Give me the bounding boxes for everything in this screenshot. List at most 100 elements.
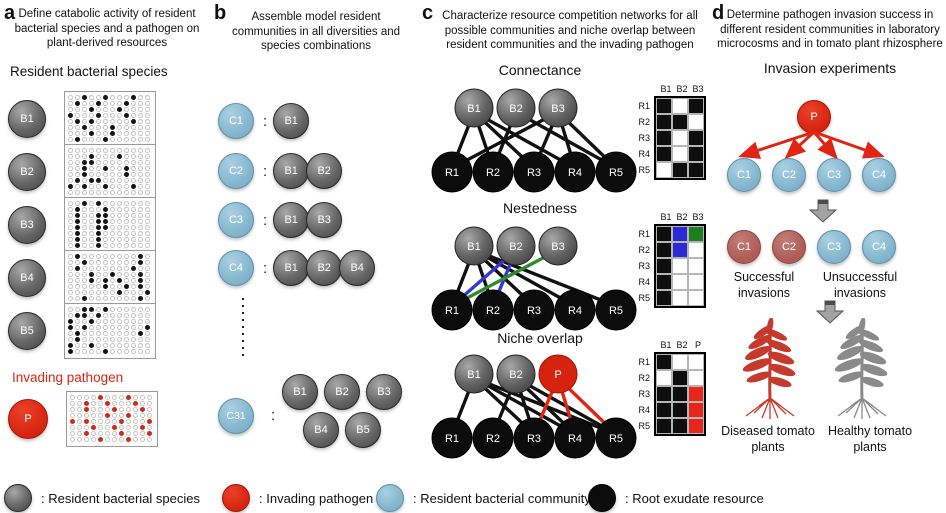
empty-well (117, 165, 122, 171)
empty-well (110, 277, 115, 283)
empty-well (117, 306, 122, 312)
empty-well (89, 336, 94, 342)
matrix-col-label: B2 (676, 340, 688, 350)
empty-well (138, 94, 143, 100)
empty-well (75, 106, 80, 112)
empty-well (96, 124, 101, 130)
resource-node-r3-label: R3 (527, 305, 541, 317)
legend-label: : Invading pathogen (259, 490, 374, 506)
matrix-row-label: R2 (638, 117, 650, 127)
empty-well (103, 318, 108, 324)
empty-well (110, 177, 115, 183)
filled-well (84, 400, 89, 406)
empty-well (131, 277, 136, 283)
empty-well (145, 171, 150, 177)
empty-well (89, 94, 94, 100)
resource-node-r4-label: R4 (568, 433, 582, 445)
filled-well (117, 277, 122, 283)
empty-well (82, 271, 87, 277)
empty-well (96, 265, 101, 271)
member-node-b3: B3 (366, 374, 402, 410)
legend-item-black: : Root exudate resource (588, 484, 764, 512)
filled-well (68, 348, 73, 354)
empty-well (126, 418, 131, 424)
filled-well (138, 295, 143, 301)
empty-well (110, 342, 115, 348)
filled-well (110, 271, 115, 277)
healthy-plants-caption: Healthy tomato plants (827, 424, 913, 454)
empty-well (145, 147, 150, 153)
empty-well (124, 106, 129, 112)
filled-well (96, 112, 101, 118)
colon-separator: : (263, 259, 268, 277)
empty-well (98, 430, 103, 436)
network-node-b1-label: B1 (467, 103, 480, 115)
empty-well (110, 283, 115, 289)
empty-well (110, 324, 115, 330)
empty-well (96, 130, 101, 136)
empty-well (68, 159, 73, 165)
species-node-b4: B4 (8, 258, 46, 297)
filled-well (96, 177, 101, 183)
matrix-column-labels: B1 B2 B3 (658, 212, 706, 224)
filled-well (84, 418, 89, 424)
matrix-col-label: B1 (660, 340, 672, 350)
empty-well (124, 159, 129, 165)
filled-well (138, 259, 143, 265)
empty-well (82, 224, 87, 230)
empty-well (82, 153, 87, 159)
empty-well (138, 153, 143, 159)
empty-well (75, 342, 80, 348)
empty-well (126, 424, 131, 430)
empty-well (145, 106, 150, 112)
empty-well (124, 124, 129, 130)
filled-well (96, 100, 101, 106)
empty-well (70, 394, 75, 400)
empty-well (82, 206, 87, 212)
empty-well (82, 236, 87, 242)
empty-well (91, 400, 96, 406)
empty-well (112, 430, 117, 436)
filled-well (124, 165, 129, 171)
empty-well (131, 159, 136, 165)
empty-well (68, 130, 73, 136)
diseased-tomato-plant-image (742, 318, 796, 419)
member-node-b4: B4 (303, 412, 339, 448)
matrix-cell (672, 226, 688, 242)
empty-well (68, 283, 73, 289)
network-node-p-label: P (554, 369, 561, 381)
species-row: B4 (8, 249, 156, 306)
legend-label: : Root exudate resource (625, 490, 764, 506)
filled-well (96, 200, 101, 206)
empty-well (68, 177, 73, 183)
empty-well (68, 242, 73, 248)
empty-well (96, 259, 101, 265)
matrix-connectance: B1 B2 B3 R1 R2 R3 R4 R5 (634, 84, 706, 180)
filled-well (96, 218, 101, 224)
empty-well (75, 200, 80, 206)
edge-black (472, 248, 618, 308)
resource-node-r4 (554, 417, 596, 459)
empty-well (82, 265, 87, 271)
empty-well (138, 336, 143, 342)
matrix-nestedness: B1 B2 B3 R1 R2 R3 R4 R5 (634, 212, 706, 308)
colon-separator: : (263, 112, 268, 130)
empty-well (68, 236, 73, 242)
invasion-experiments-heading: Invasion experiments (763, 60, 897, 76)
panel-a-letter: a (4, 2, 16, 24)
filled-well (126, 394, 131, 400)
filled-well (75, 242, 80, 248)
empty-well (138, 289, 143, 295)
resource-node-r5-label: R5 (609, 433, 623, 445)
community-node-c1: C1 (218, 103, 254, 139)
empty-well (117, 230, 122, 236)
filled-well (96, 312, 101, 318)
empty-well (133, 430, 138, 436)
empty-well (131, 106, 136, 112)
resource-node-r3-label: R3 (527, 433, 541, 445)
empty-well (96, 336, 101, 342)
empty-well (138, 306, 143, 312)
empty-well (131, 212, 136, 218)
network-niche-overlap: B1 B2 P R1 R2 R3 R4 R5 (431, 354, 637, 459)
empty-well (124, 230, 129, 236)
